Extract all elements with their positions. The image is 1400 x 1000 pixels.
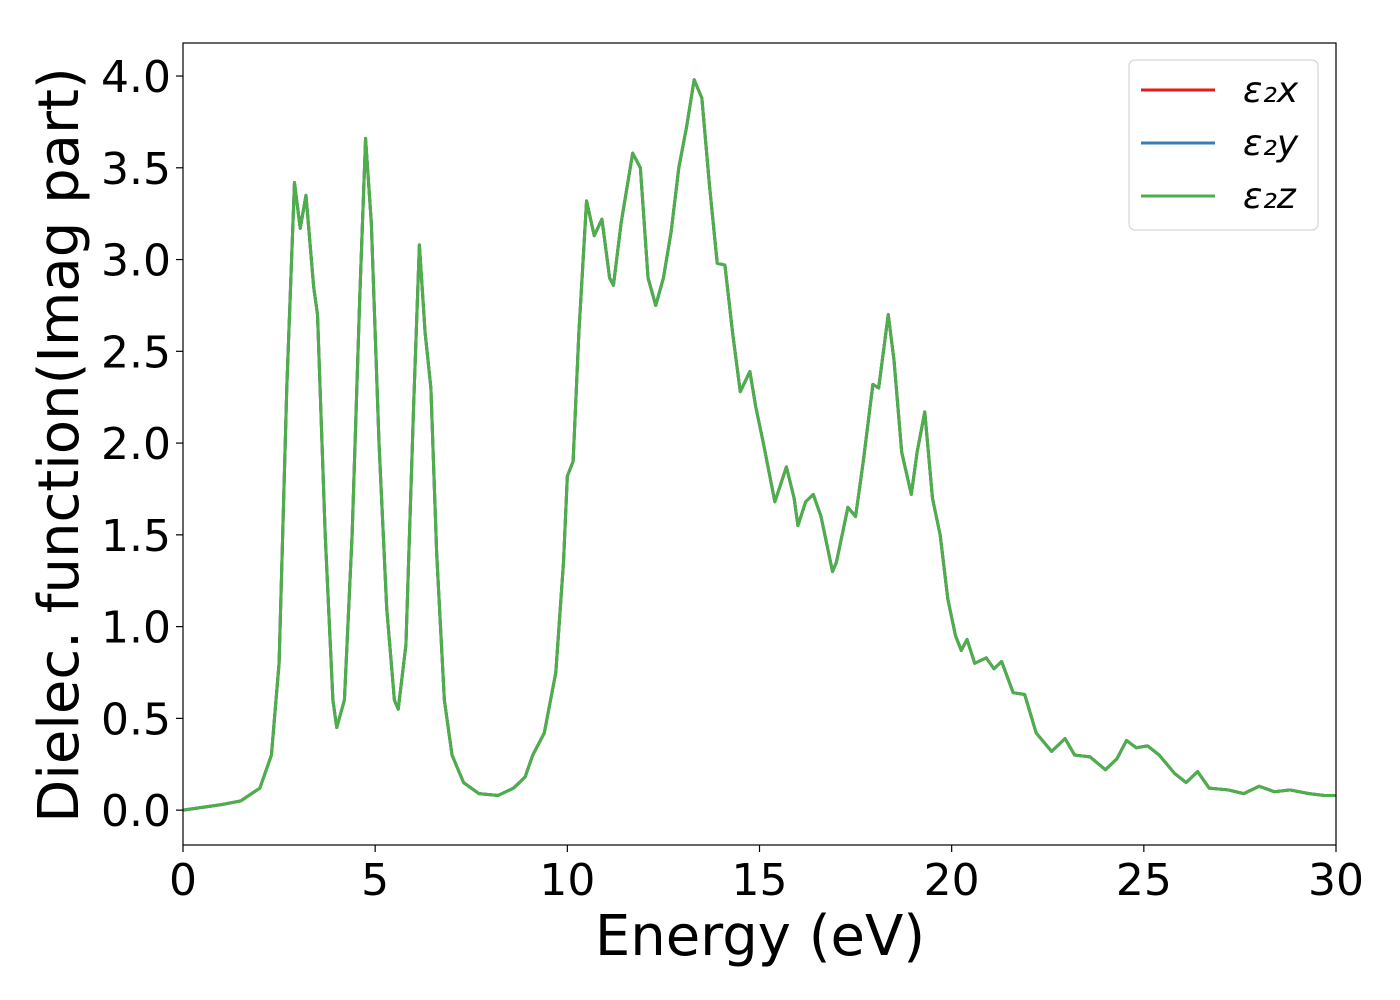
plot-area bbox=[182, 78, 1336, 812]
x-tick-label: 15 bbox=[732, 855, 788, 906]
legend: ε₂x ε₂y ε₂z bbox=[1128, 59, 1319, 231]
x-tick-label: 5 bbox=[361, 855, 389, 906]
series-line bbox=[182, 78, 1336, 812]
y-tick-label: 1.5 bbox=[101, 511, 171, 562]
y-tick-label: 1.0 bbox=[101, 603, 171, 654]
y-axis-label: Dielec. function(Imag part) bbox=[27, 67, 92, 823]
x-tick-label: 30 bbox=[1308, 855, 1364, 906]
x-axis-label: Energy (eV) bbox=[595, 904, 925, 969]
y-tick-label: 0.5 bbox=[101, 694, 171, 745]
legend-box bbox=[1128, 59, 1319, 231]
y-tick-label: 0.0 bbox=[101, 786, 171, 837]
legend-label: ε₂z bbox=[1243, 176, 1297, 217]
legend-label: ε₂y bbox=[1243, 123, 1299, 164]
x-tick-label: 0 bbox=[169, 855, 197, 906]
y-tick-label: 3.0 bbox=[101, 236, 171, 287]
x-tick-label: 25 bbox=[1116, 855, 1172, 906]
y-tick-label: 4.0 bbox=[101, 52, 171, 103]
x-tick-label: 20 bbox=[924, 855, 980, 906]
legend-label: ε₂x bbox=[1243, 70, 1299, 111]
x-tick-label: 10 bbox=[539, 855, 595, 906]
y-tick-label: 2.5 bbox=[101, 327, 171, 378]
y-tick-label: 3.5 bbox=[101, 144, 171, 195]
y-tick-label: 2.0 bbox=[101, 419, 171, 470]
